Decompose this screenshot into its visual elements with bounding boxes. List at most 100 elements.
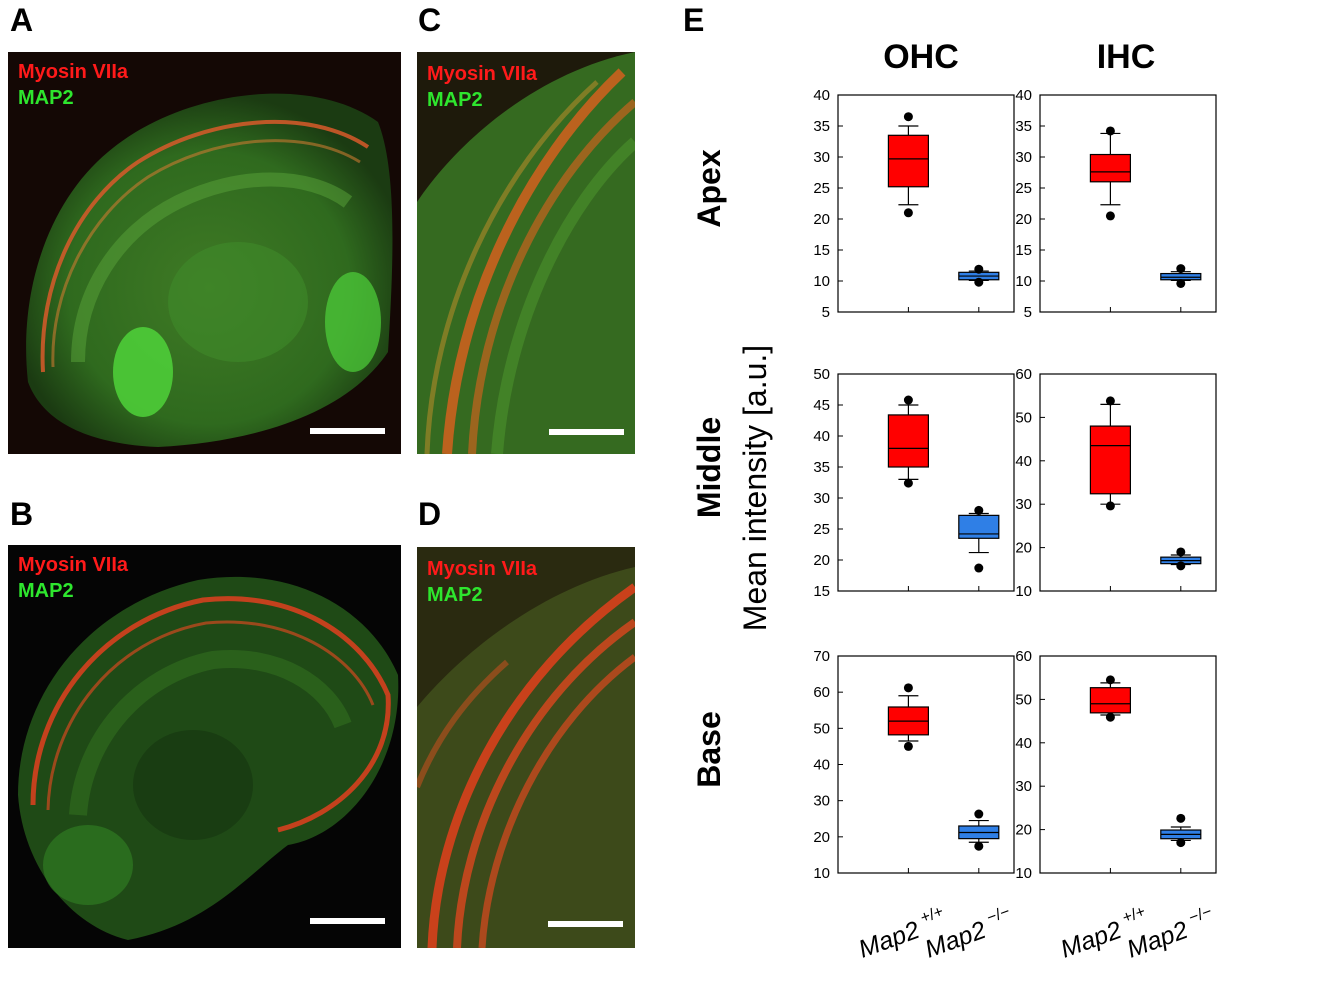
stain-label-myosin: Myosin VIIa: [427, 63, 538, 85]
outlier-point: [974, 277, 984, 287]
y-tick-label: 20: [813, 829, 830, 846]
y-tick-label: 60: [1015, 648, 1032, 665]
stain-label-myosin: Myosin VIIa: [18, 61, 129, 83]
micrograph-c: Myosin VIIa MAP2: [417, 52, 635, 454]
plot-base-ihc: 10 20 30 40 50 60: [1015, 648, 1217, 882]
outlier-point: [974, 841, 984, 851]
stain-label-myosin: Myosin VIIa: [427, 558, 538, 580]
x-category-genotype: +/+: [918, 903, 946, 927]
plot-frame: [837, 655, 1015, 874]
outlier-point: [974, 809, 984, 819]
boxplot-figure: OHC IHC Apex Middle Base Mean intensity [a.u.…: [660, 0, 1325, 976]
plot-frame: [837, 373, 1015, 592]
outlier-point: [903, 112, 913, 122]
panel-letter-c: C: [418, 2, 442, 38]
y-tick-label: 35: [813, 118, 830, 135]
box: [958, 514, 1000, 539]
outlier-point: [903, 741, 913, 751]
y-tick-label: 50: [1015, 691, 1032, 708]
y-tick-label: 30: [813, 793, 830, 810]
y-axis-label: Mean intensity [a.u.]: [737, 345, 773, 631]
stain-label-map2: MAP2: [18, 87, 74, 109]
y-tick-label: 30: [1015, 496, 1032, 513]
box: [1089, 425, 1131, 495]
y-tick-label: 10: [813, 865, 830, 882]
micrograph-a: Myosin VIIa MAP2: [8, 52, 401, 454]
y-tick-label: 25: [813, 180, 830, 197]
y-tick-label: 40: [813, 87, 830, 104]
outlier-point: [1105, 501, 1115, 511]
outlier-point: [1176, 278, 1186, 288]
outlier-point: [1176, 264, 1186, 274]
y-tick-label: 10: [1015, 273, 1032, 290]
stain-label-map2: MAP2: [427, 89, 483, 111]
x-category-name: Map2: [855, 916, 923, 964]
x-category-genotype: −/−: [1187, 903, 1215, 927]
y-tick-label: 10: [1015, 865, 1032, 882]
plot-middle-ihc: 10 20 30 40 50 60: [1015, 366, 1217, 600]
plot-base-ohc: 10 20 30 40 50 60 70: [813, 648, 1015, 882]
y-tick-label: 25: [813, 521, 830, 538]
outlier-point: [903, 395, 913, 405]
row-title-base: Base: [691, 711, 727, 788]
y-tick-label: 25: [1015, 180, 1032, 197]
micrograph-c-image: [417, 52, 635, 454]
row-title-middle: Middle: [691, 417, 727, 518]
scale-bar: [310, 428, 385, 434]
box: [887, 414, 929, 468]
stain-label-map2: MAP2: [427, 584, 483, 606]
y-tick-label: 10: [813, 273, 830, 290]
y-tick-label: 30: [813, 490, 830, 507]
stain-label-map2: MAP2: [18, 580, 74, 602]
y-tick-label: 60: [813, 684, 830, 701]
column-title-ohc: OHC: [883, 38, 959, 76]
y-tick-label: 20: [813, 552, 830, 569]
outlier-point: [1176, 838, 1186, 848]
box: [887, 134, 929, 188]
scale-bar: [310, 918, 385, 924]
y-tick-label: 20: [1015, 211, 1032, 228]
y-tick-label: 20: [813, 211, 830, 228]
column-title-ihc: IHC: [1097, 38, 1156, 76]
panel-letter-a: A: [10, 2, 34, 38]
boxplot-chart: OHC IHC Apex Middle Base Mean intensity [a.u.…: [691, 38, 1217, 964]
outlier-point: [1105, 675, 1115, 685]
micrograph-b: Myosin VIIa MAP2: [8, 545, 401, 948]
plot-apex-ohc: 5 10 15 20 25 30 35 40: [813, 87, 1015, 321]
y-tick-label: 20: [1015, 822, 1032, 839]
x-category-genotype: +/+: [1120, 903, 1148, 927]
y-tick-label: 15: [813, 583, 830, 600]
y-tick-label: 30: [813, 149, 830, 166]
outlier-point: [903, 478, 913, 488]
y-tick-label: 50: [1015, 409, 1032, 426]
y-tick-label: 20: [1015, 540, 1032, 557]
x-category-name: Map2: [1057, 916, 1125, 964]
outlier-point: [1176, 561, 1186, 571]
y-tick-label: 50: [813, 720, 830, 737]
y-tick-label: 35: [1015, 118, 1032, 135]
outlier-point: [1176, 547, 1186, 557]
micrograph-d-image: [417, 567, 635, 948]
y-tick-label: 60: [1015, 366, 1032, 383]
y-tick-label: 10: [1015, 583, 1032, 600]
stain-label-myosin: Myosin VIIa: [18, 554, 129, 576]
row-title-apex: Apex: [691, 149, 727, 227]
y-tick-label: 5: [822, 304, 830, 321]
x-category-genotype: −/−: [985, 903, 1013, 927]
outlier-point: [1105, 211, 1115, 221]
scale-bar: [548, 921, 623, 927]
micrograph-a-image: [26, 93, 393, 448]
outlier-point: [1105, 396, 1115, 406]
panel-letter-b: B: [10, 496, 34, 532]
y-tick-label: 30: [1015, 778, 1032, 795]
box: [1089, 153, 1131, 183]
plot-apex-ihc: 5 10 15 20 25 30 35 40: [1015, 87, 1217, 321]
y-tick-label: 40: [1015, 87, 1032, 104]
outlier-point: [974, 505, 984, 515]
micrograph-d: Myosin VIIa MAP2: [417, 547, 635, 948]
outlier-point: [974, 563, 984, 573]
y-tick-label: 15: [813, 242, 830, 259]
y-tick-label: 35: [813, 459, 830, 476]
y-tick-label: 40: [813, 428, 830, 445]
plot-middle-ohc: 15 20 25 30 35 40 45 50: [813, 366, 1015, 600]
